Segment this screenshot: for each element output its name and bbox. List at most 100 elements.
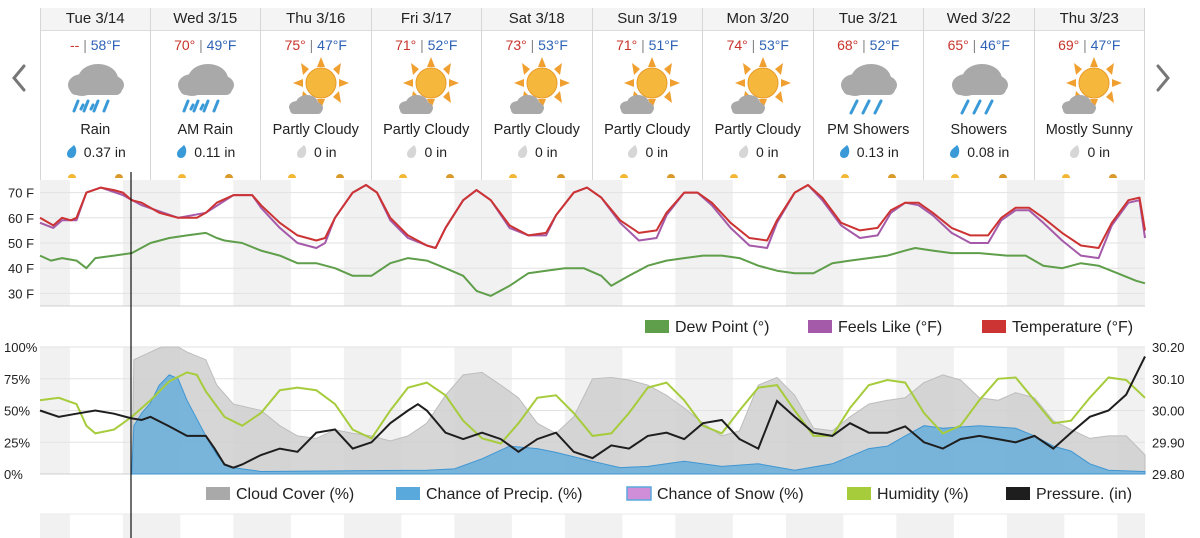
sunset-icon (114, 174, 123, 178)
day-temps: 71° | 51°F (616, 37, 679, 53)
day-label: Wed 3/15 (150, 8, 260, 31)
low-temp: 47°F (1090, 37, 1121, 53)
daily-forecast-strip: Tue 3/14 -- | 58°F Rain 0.37 in Wed 3/15 70° … (40, 8, 1145, 180)
y-tick-label: 50 F (8, 236, 34, 251)
raindrop-icon (948, 144, 961, 159)
condition-label: Showers (950, 122, 1007, 138)
day-label: Wed 3/22 (924, 8, 1034, 31)
sunset-icon (1109, 174, 1117, 178)
low-temp: 53°F (538, 37, 568, 53)
precip-amount: 0.13 in (814, 144, 924, 160)
sunset-icon (335, 174, 344, 178)
day-temps: 71° | 52°F (395, 37, 458, 53)
night-band (233, 514, 291, 538)
day-temps: -- | 58°F (70, 37, 121, 53)
precip-value: 0 in (645, 144, 669, 160)
legend-label: Temperature (°F) (1012, 319, 1133, 336)
precip-amount: 0 in (372, 144, 482, 160)
y-tick-label: 40 F (8, 261, 34, 276)
precip-amount: 0 in (703, 144, 813, 160)
day-temps: 75° | 47°F (284, 37, 347, 53)
sunset-icon (446, 174, 454, 178)
legend-label: Feels Like (°F) (838, 319, 942, 336)
cloud-cover-area (131, 346, 1146, 475)
sun-markers (703, 170, 813, 178)
day-temps: 70° | 49°F (174, 37, 237, 53)
low-temp: 52°F (869, 37, 900, 53)
night-band (122, 514, 181, 538)
precip-amount: 0 in (593, 144, 703, 160)
precip-value: 0 in (534, 144, 558, 160)
raindrop-icon (737, 144, 750, 159)
day-column[interactable]: Sun 3/19 71° | 51°F Partly Cloudy 0 in (592, 8, 703, 180)
y-tick-label: 60 F (8, 211, 34, 226)
day-temps: 73° | 53°F (505, 37, 568, 53)
day-label: Fri 3/17 (371, 8, 481, 31)
sun-markers (1035, 170, 1145, 178)
legend-label: Humidity (%) (877, 486, 969, 503)
condition-label: Partly Cloudy (493, 122, 580, 138)
day-column[interactable]: Tue 3/14 -- | 58°F Rain 0.37 in (40, 8, 151, 180)
raindrop-icon (175, 144, 188, 159)
y-tick-label-left: 25% (4, 435, 30, 450)
y-tick-label-right: 29.90 (1152, 435, 1185, 450)
day-column[interactable]: Mon 3/20 74° | 53°F Partly Cloudy 0 in (703, 8, 814, 180)
day-column[interactable]: Fri 3/17 71° | 52°F Partly Cloudy 0 in (371, 8, 482, 180)
day-temps: 65° | 46°F (947, 37, 1010, 53)
low-temp: 52°F (427, 37, 458, 53)
sun-markers (593, 170, 703, 178)
y-tick-label-right: 29.80 (1152, 467, 1185, 482)
condition-label: Partly Cloudy (604, 122, 691, 138)
series-line (39, 184, 1146, 249)
sunset-icon (225, 174, 233, 178)
condition-label: Mostly Sunny (1045, 122, 1133, 138)
day-label: Tue 3/14 (41, 8, 150, 31)
day-column[interactable]: Tue 3/21 68° | 52°F PM Showers 0.13 in (813, 8, 924, 180)
day-column[interactable]: Wed 3/22 65° | 46°F Showers 0.08 in (924, 8, 1035, 180)
night-band (675, 514, 733, 538)
chevron-left-icon (12, 64, 26, 92)
night-band (564, 514, 623, 538)
precip-value: 0.13 in (856, 144, 899, 160)
high-temp: 74° (726, 37, 748, 53)
day-label: Sat 3/18 (482, 8, 592, 31)
sun-markers (814, 170, 924, 178)
sun-markers (41, 170, 150, 178)
day-column[interactable]: Wed 3/15 70° | 49°F AM Rain 0.11 in (150, 8, 261, 180)
sunset-icon (998, 174, 1007, 178)
legend-swatch (396, 487, 420, 500)
sunset-icon (888, 174, 896, 178)
day-column[interactable]: Thu 3/23 69° | 47°F Mostly Sunny 0 in (1034, 8, 1145, 180)
precip-value: 0 in (1087, 144, 1111, 160)
partly-cloudy-icon (1054, 55, 1124, 119)
condition-label: Partly Cloudy (714, 122, 801, 138)
sun-markers (151, 170, 261, 178)
legend-label: Chance of Snow (%) (657, 486, 804, 503)
precip-value: 0.37 in (83, 144, 126, 160)
precip-value: 0 in (313, 144, 337, 160)
day-label: Sun 3/19 (592, 8, 702, 31)
legend-swatch (1006, 487, 1030, 500)
raindrop-icon (405, 144, 418, 159)
high-temp: 65° (947, 37, 969, 53)
high-temp: 71° (616, 37, 638, 53)
day-temps: 68° | 52°F (837, 37, 900, 53)
y-tick-label-left: 50% (4, 404, 30, 419)
raindrop-icon (626, 144, 639, 159)
night-band (896, 514, 954, 538)
previous-days-button[interactable] (6, 58, 32, 98)
legend-label: Cloud Cover (%) (236, 486, 354, 503)
sunset-icon (556, 174, 565, 178)
condition-label: Rain (80, 122, 111, 138)
low-temp: 47°F (317, 37, 347, 53)
partly-cloudy-icon (391, 55, 461, 119)
precip-amount: 0.11 in (151, 144, 261, 160)
sunrise-icon (68, 174, 76, 178)
day-column[interactable]: Thu 3/16 75° | 47°F Partly Cloudy 0 in (261, 8, 372, 180)
day-column[interactable]: Sat 3/18 73° | 53°F Partly Cloudy 0 in (482, 8, 593, 180)
precip-amount: 0.08 in (924, 144, 1034, 160)
next-days-button[interactable] (1150, 58, 1176, 98)
high-temp: 73° (505, 37, 527, 53)
condition-label: PM Showers (827, 122, 910, 138)
night-band (343, 514, 402, 538)
